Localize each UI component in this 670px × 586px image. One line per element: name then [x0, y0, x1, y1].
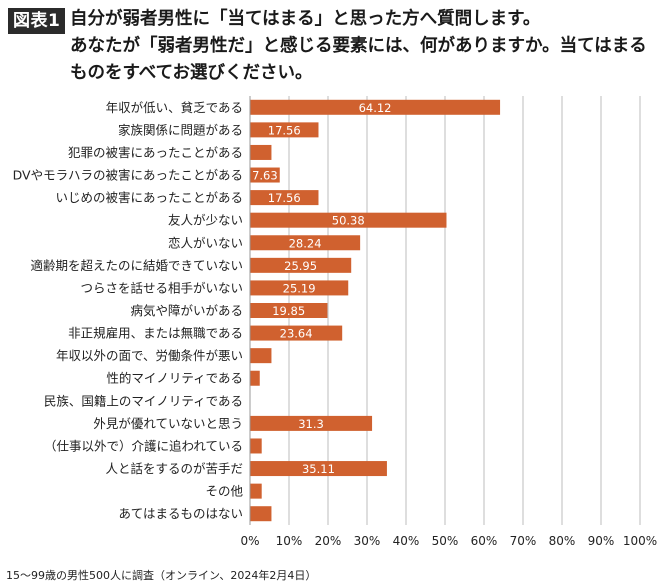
category-label: その他: [205, 484, 243, 499]
bar: [250, 144, 272, 160]
category-label: 友人が少ない: [168, 213, 243, 228]
category-label: いじめの被害にあったことがある: [55, 190, 243, 205]
x-tick-label: 70%: [510, 534, 537, 548]
category-label: 非正規雇用、または無職である: [68, 326, 243, 341]
category-label: 性的マイノリティである: [106, 371, 243, 386]
bar: [250, 325, 343, 341]
question-line: ものをすべてお選びください。: [70, 63, 313, 83]
category-label: 人と話をするのが苦手だ: [105, 461, 243, 476]
category-label: 恋人がいない: [168, 235, 243, 250]
bar: [250, 257, 352, 273]
x-tick-label: 0%: [240, 534, 259, 548]
bar-value-label: 50.38: [332, 214, 365, 228]
bar-value-label: 17.56: [268, 123, 301, 137]
x-tick-label: 40%: [393, 534, 420, 548]
category-label: DVやモラハラの被害にあったことがある: [13, 168, 243, 183]
survey-question: 自分が弱者男性に「当てはまる」と思った方へ質問します。 あなたが「弱者男性だ」と…: [70, 6, 670, 87]
bar: [250, 438, 262, 454]
bar-value-label: 28.24: [289, 236, 322, 250]
bar: [250, 461, 387, 477]
bar-value-label: 25.95: [284, 259, 317, 273]
category-label: 病気や障がいがある: [130, 303, 243, 318]
bar-value-label: 25.19: [283, 281, 316, 295]
bar-value-label: 23.64: [280, 327, 313, 341]
x-tick-label: 90%: [588, 534, 615, 548]
category-label: 外見が優れていないと思う: [93, 416, 243, 431]
category-label: 年収以外の面で、労働条件が悪い: [56, 348, 243, 363]
bar: [250, 167, 280, 183]
category-label: 年収が低い、貧乏である: [106, 100, 243, 115]
x-tick-label: 10%: [276, 534, 303, 548]
bar-value-label: 35.11: [302, 462, 335, 476]
category-label: 犯罪の被害にあったことがある: [68, 145, 243, 160]
figure-badge: 図表1: [8, 8, 66, 34]
category-label: あてはまるものはない: [118, 506, 243, 521]
x-tick-label: 80%: [549, 534, 576, 548]
bar: [250, 235, 361, 251]
bar-value-label: 31.3: [298, 417, 324, 431]
survey-footnote: 15～99歳の男性500人に調査（オンライン、2024年2月4日）: [6, 569, 317, 582]
bar: [250, 506, 272, 522]
bar-value-label: 17.56: [268, 191, 301, 205]
bar: [250, 415, 373, 431]
bar: [250, 348, 272, 364]
bar-value-label: 7.63: [252, 169, 278, 183]
x-tick-label: 20%: [315, 534, 342, 548]
bar: [250, 280, 349, 296]
category-label: （仕事以外で）介護に追われている: [44, 438, 243, 453]
bar: [250, 303, 328, 318]
category-label: つらさを話せる相手がいない: [80, 280, 243, 295]
bar: [250, 122, 319, 138]
category-label: 家族関係に問題がある: [118, 122, 243, 137]
question-line: あなたが「弱者男性だ」と感じる要素には、何がありますか。当てはまる: [70, 36, 647, 56]
bar-value-label: 19.85: [272, 304, 305, 318]
bar: [250, 212, 447, 228]
question-line: 自分が弱者男性に「当てはまる」と思った方へ質問します。: [70, 9, 541, 29]
category-label: 民族、国籍上のマイノリティである: [44, 393, 243, 408]
category-label: 適齢期を超えたのに結婚できていない: [30, 258, 243, 273]
bar-value-label: 64.12: [359, 101, 392, 115]
x-tick-label: 50%: [432, 534, 459, 548]
bar: [250, 370, 260, 386]
x-tick-label: 60%: [471, 534, 498, 548]
bar: [250, 99, 501, 115]
bar: [250, 190, 319, 206]
bar: [250, 483, 262, 499]
x-tick-label: 30%: [354, 534, 381, 548]
x-tick-label: 100%: [623, 534, 657, 548]
